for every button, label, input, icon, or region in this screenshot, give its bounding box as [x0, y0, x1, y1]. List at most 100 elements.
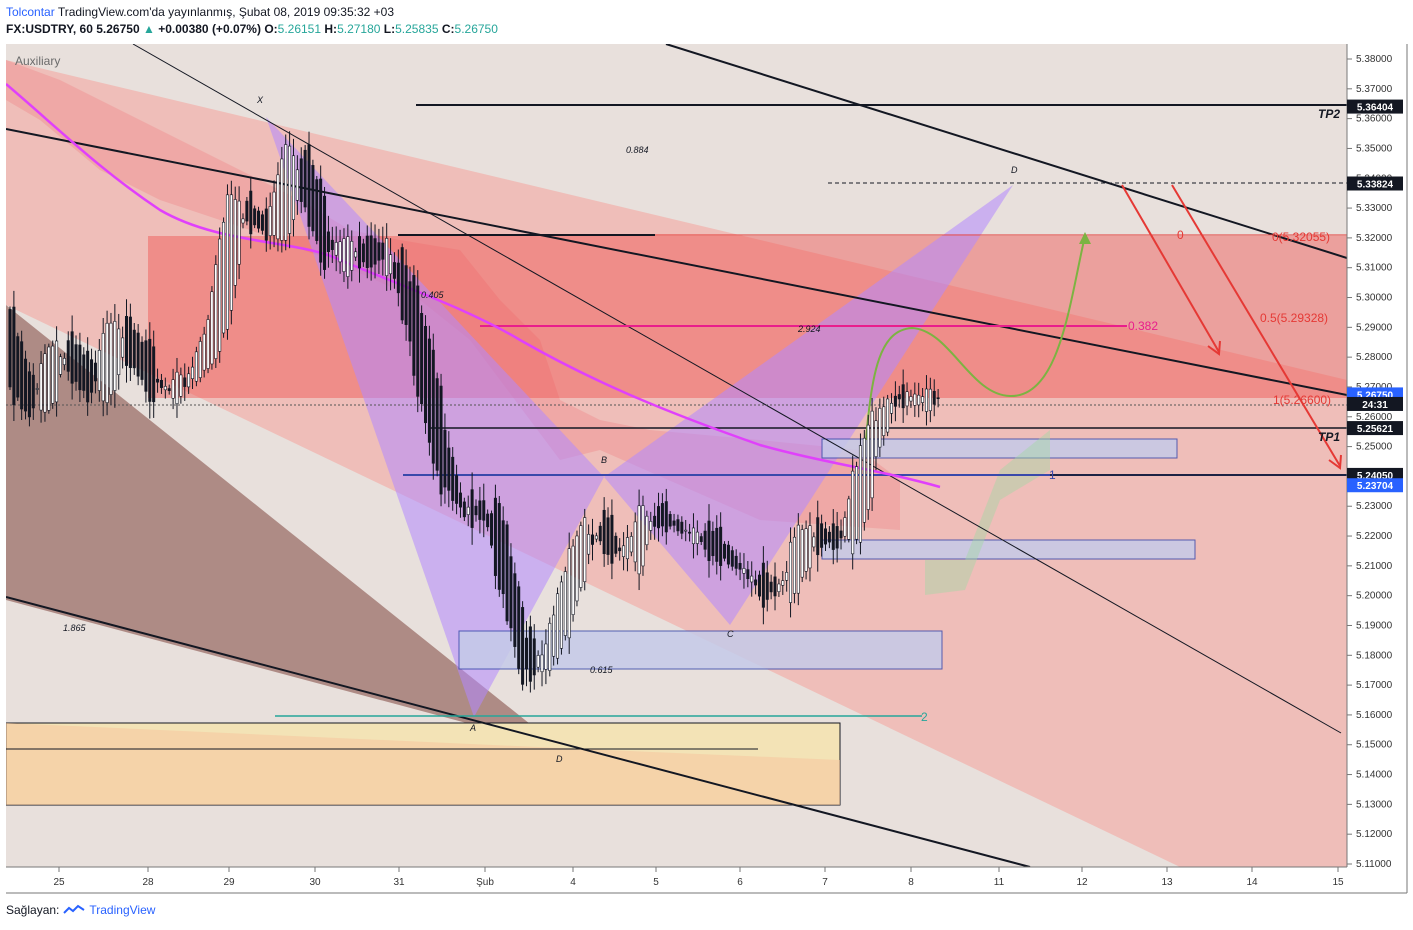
candle-body [847, 498, 851, 540]
top-channel-line[interactable] [665, 44, 1347, 259]
candle-body [400, 247, 404, 321]
candle-body [396, 262, 400, 294]
x-tick-label: 28 [142, 877, 154, 888]
candle-body [676, 519, 680, 532]
x-axis[interactable]: 25 28 29 30 31 Şub 4 5 6 7 8 11 12 13 14 15 [53, 867, 1344, 888]
candle-body [602, 509, 606, 555]
upper-trendline[interactable] [6, 128, 1347, 396]
candle-body [622, 545, 626, 557]
candle-body [455, 475, 459, 504]
pattern-point-a: A [469, 723, 476, 733]
candle-body [695, 531, 699, 544]
candle-body [548, 622, 552, 671]
candle-body [342, 238, 346, 272]
y-axis[interactable]: 5.380005.370005.360005.350005.340005.330… [1347, 54, 1393, 870]
candle-body [268, 206, 272, 236]
candle-body [575, 535, 579, 602]
candle-body [789, 541, 793, 603]
y-tick-label: 5.22000 [1356, 531, 1393, 542]
candle-body [159, 379, 163, 388]
x-tick-label: Şub [476, 877, 494, 888]
candle-body [893, 395, 897, 407]
candle-body [222, 221, 226, 334]
fib-one-blue-label: 1 [1049, 468, 1056, 482]
candle-body [781, 580, 785, 586]
y-tick-label: 5.32000 [1356, 233, 1393, 244]
fib-half-label: 0.5(5.29328) [1260, 311, 1328, 325]
last-price: 5.26750 [96, 22, 140, 36]
candle-body [653, 515, 657, 527]
candle-body [932, 390, 936, 405]
candle-body [897, 394, 901, 400]
candle-body [156, 378, 160, 383]
candle-body [633, 521, 637, 563]
candle-body [660, 503, 664, 527]
y-tick-label: 5.25000 [1356, 442, 1393, 453]
candle-body [466, 506, 470, 515]
candle-body [505, 524, 509, 622]
candle-body [528, 626, 532, 682]
tp2-label: TP2 [1318, 107, 1340, 121]
candle-body [649, 521, 653, 531]
candle-body [532, 638, 536, 676]
candle-body [237, 200, 241, 265]
candle-body [326, 231, 330, 252]
candle-body [171, 379, 175, 399]
y-tick-label: 5.20000 [1356, 591, 1393, 602]
x-tick-label: 25 [53, 877, 65, 888]
candle-body [319, 178, 323, 263]
candle-body [350, 241, 354, 271]
author-link[interactable]: Tolcontar [6, 5, 55, 19]
candle-body [24, 358, 28, 412]
ohlc-line: FX:USDTRY, 60 5.26750 ▲ +0.00380 (+0.07%… [6, 21, 498, 38]
x-tick-label: 4 [570, 877, 576, 888]
pattern-point-d: D [1011, 165, 1018, 175]
candle-body [70, 331, 74, 384]
candle-body [913, 393, 917, 406]
candle-body [777, 583, 781, 593]
published-text: TradingView.com'da yayınlanmış, Şubat 08… [57, 5, 395, 19]
fib-zero-label: 0 [1177, 228, 1184, 242]
close-value: 5.26750 [454, 22, 498, 36]
publish-line: Tolcontar TradingView.com'da yayınlanmış… [6, 4, 498, 21]
candle-body [684, 529, 688, 532]
candle-body [765, 572, 769, 600]
candles-layer[interactable] [8, 131, 940, 693]
y-tick-label: 5.18000 [1356, 650, 1393, 661]
candle-body [218, 238, 222, 352]
high-label: H: [324, 22, 338, 36]
cloud-band [6, 60, 900, 530]
fib-0382-label: 0.382 [1128, 319, 1158, 333]
candle-body [167, 388, 171, 391]
candle-body [136, 332, 140, 377]
candle-body [377, 242, 381, 261]
candle-body [540, 654, 544, 673]
candle-body [497, 503, 501, 590]
provider-label: Sağlayan: [6, 903, 60, 917]
ratio-0405: 0.405 [421, 290, 445, 300]
ema-line[interactable] [6, 83, 941, 489]
price-pill-label: 5.33824 [1357, 180, 1394, 191]
candle-body [97, 350, 101, 391]
candle-body [443, 429, 447, 488]
candle-body [241, 218, 245, 224]
lower-trendline[interactable] [6, 596, 1031, 867]
candle-body [641, 505, 645, 567]
candle-body [699, 536, 703, 542]
candle-body [862, 437, 866, 523]
tradingview-link[interactable]: TradingView [89, 903, 156, 917]
candle-body [552, 614, 556, 657]
candle-body [668, 514, 672, 527]
candle-body [35, 388, 39, 390]
close-label: C: [441, 22, 455, 36]
candle-body [346, 236, 350, 277]
candle-body [117, 328, 121, 376]
thin-channel-line[interactable] [132, 44, 1342, 734]
candle-body [478, 500, 482, 520]
candle-body [618, 547, 622, 552]
candle-body [664, 501, 668, 533]
candle-body [113, 321, 117, 391]
symbol-label[interactable]: FX:USDTRY, 60 [6, 22, 93, 36]
y-tick-label: 5.16000 [1356, 710, 1393, 721]
